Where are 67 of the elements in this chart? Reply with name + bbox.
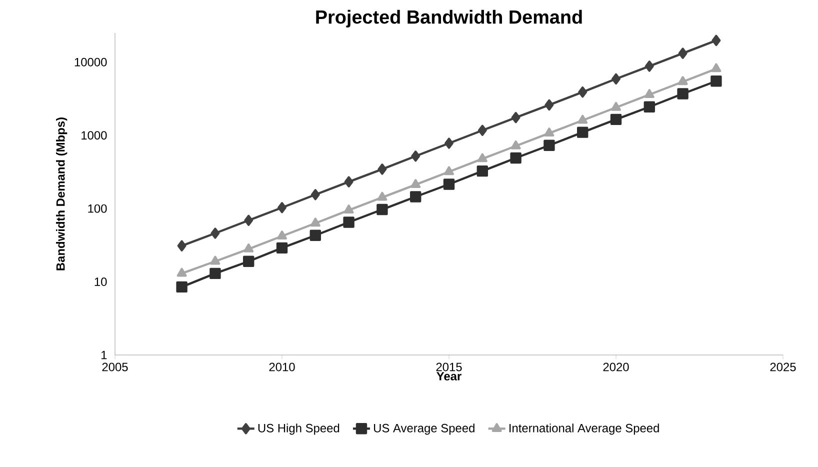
point (611, 102, 621, 111)
point (644, 101, 656, 112)
point (711, 63, 722, 72)
point (278, 202, 286, 214)
x-tick-label: 2020 (603, 362, 629, 372)
point (210, 228, 220, 239)
x-tick-label: 2010 (269, 362, 295, 372)
point (176, 281, 188, 293)
point (410, 191, 422, 202)
point (376, 204, 388, 216)
point (578, 86, 588, 98)
y-tick-label: 100 (88, 204, 107, 213)
point (444, 138, 454, 149)
y-axis-title: Bandwidth Demand (Mbps) (56, 118, 68, 270)
point (343, 216, 354, 228)
point (678, 76, 688, 86)
point (377, 192, 388, 201)
chart-title: Projected Bandwidth Demand (316, 10, 582, 28)
point (644, 60, 654, 72)
legend-label: US High Speed (258, 424, 340, 435)
x-axis-title: Year (436, 372, 462, 380)
point (677, 88, 688, 100)
point (411, 150, 420, 162)
point (678, 48, 688, 59)
point (644, 89, 654, 98)
point (510, 152, 522, 164)
y-tick-label: 10000 (74, 58, 107, 66)
point (476, 165, 488, 177)
point (544, 128, 554, 137)
point (477, 153, 488, 162)
point (344, 204, 354, 214)
y-tick-label: 10 (94, 278, 107, 286)
point (712, 34, 721, 46)
x-tick-label: 2015 (436, 362, 462, 372)
point (578, 114, 588, 124)
point (277, 230, 287, 240)
point (176, 268, 187, 277)
point (276, 242, 288, 254)
point (444, 166, 454, 176)
point (244, 214, 254, 226)
point (577, 126, 588, 138)
x-tick-label: 2025 (770, 362, 796, 372)
point (244, 243, 254, 252)
point (410, 179, 421, 188)
point (478, 124, 487, 136)
point (610, 114, 622, 126)
point (544, 140, 555, 151)
point (378, 164, 387, 175)
point (511, 112, 520, 124)
point (544, 99, 554, 111)
legend-label: International Average Speed (510, 424, 659, 435)
point (710, 76, 722, 87)
point (210, 256, 220, 265)
point (310, 230, 321, 241)
point (210, 268, 221, 280)
point (310, 218, 320, 227)
point (310, 189, 320, 200)
point (344, 176, 354, 188)
point (443, 178, 455, 190)
point (510, 140, 521, 150)
y-tick-label: 1000 (82, 131, 107, 140)
legend-label: US Average Speed (374, 424, 474, 435)
x-tick-label: 2005 (102, 362, 128, 372)
y-tick-label: 1 (101, 350, 107, 360)
point (243, 256, 254, 267)
point (177, 240, 186, 252)
point (612, 73, 620, 85)
